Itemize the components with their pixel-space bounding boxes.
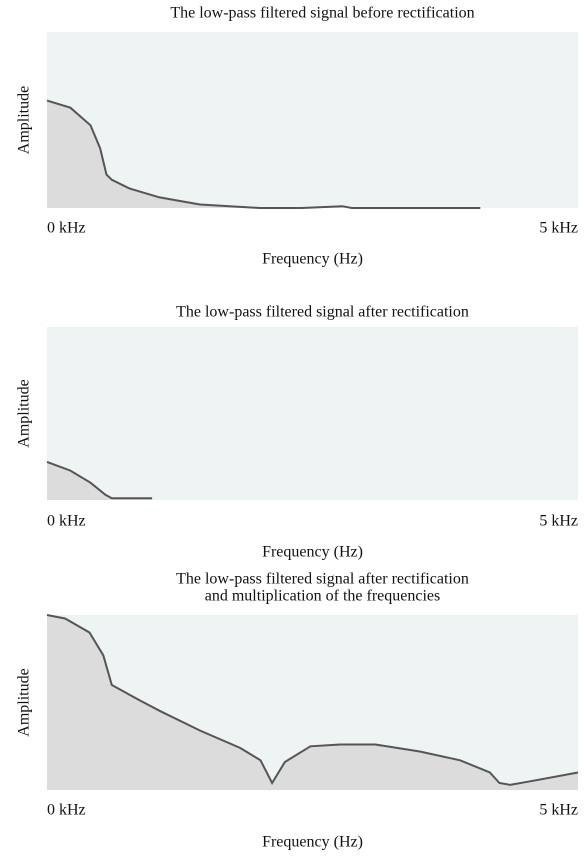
area-fill	[47, 461, 153, 500]
chart-title: The low-pass filtered signal after recti…	[176, 571, 469, 588]
x-axis-label: Frequency (Hz)	[262, 834, 363, 851]
x-tick-label: 5 kHz	[539, 220, 578, 237]
x-tick-label: 0 kHz	[47, 220, 86, 237]
signal-line	[46, 460, 153, 500]
area-fill	[47, 615, 578, 790]
plot-area	[47, 32, 578, 208]
x-axis-label: Frequency (Hz)	[262, 251, 363, 268]
area-fill	[47, 100, 481, 208]
x-axis-label: Frequency (Hz)	[262, 544, 363, 561]
x-tick-label: 5 kHz	[539, 513, 578, 530]
y-axis-label: Amplitude	[16, 86, 33, 154]
x-tick-label: 5 kHz	[539, 802, 578, 819]
x-tick-label: 0 kHz	[47, 513, 86, 530]
chart-title: The low-pass filtered signal after recti…	[176, 304, 469, 321]
x-tick-label: 0 kHz	[47, 802, 86, 819]
signal-line	[46, 99, 481, 209]
chart-title: and multiplication of the frequencies	[205, 588, 440, 605]
signal-line	[46, 614, 579, 786]
y-axis-label: Amplitude	[16, 668, 33, 736]
chart-title: The low-pass filtered signal before rect…	[170, 5, 474, 22]
plot-area	[47, 327, 578, 500]
y-axis-label: Amplitude	[16, 379, 33, 447]
